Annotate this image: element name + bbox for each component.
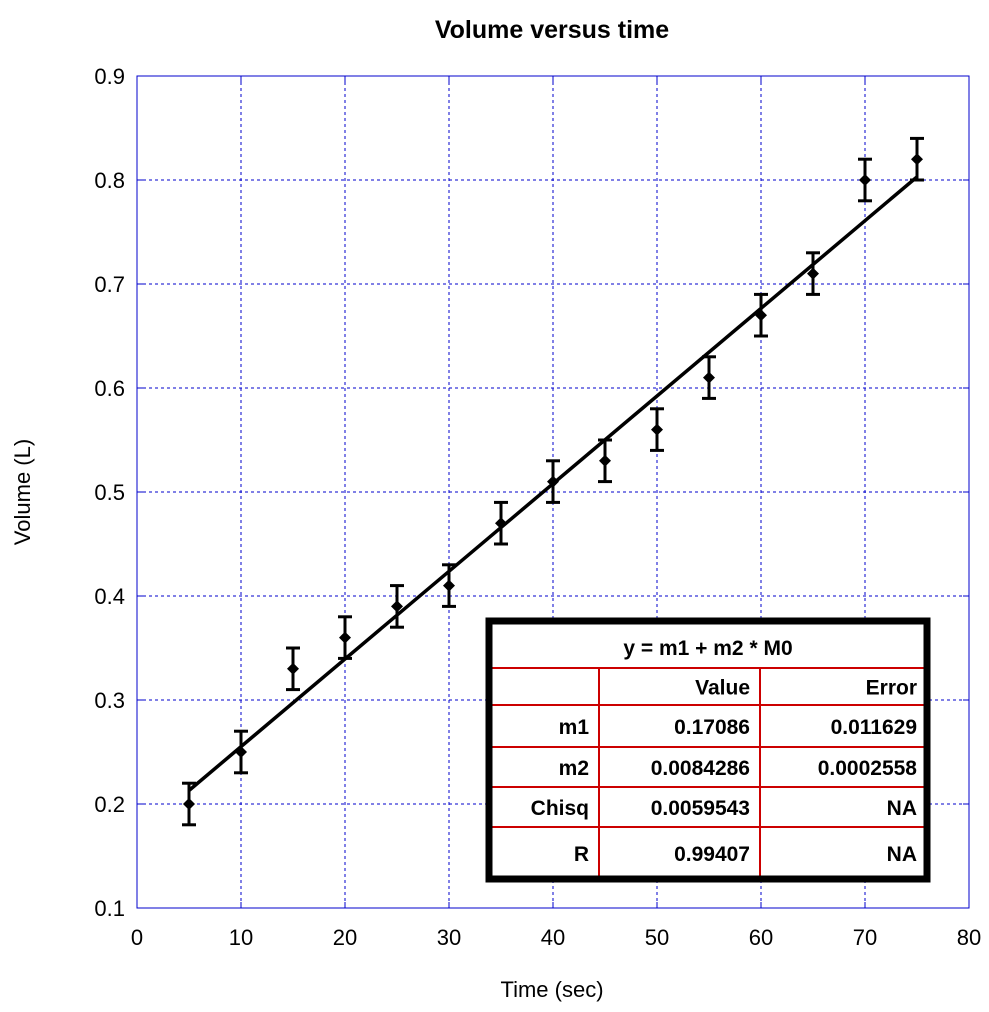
- table-cell: R: [574, 843, 589, 866]
- x-tick-label: 20: [333, 925, 357, 950]
- x-tick-label: 10: [229, 925, 253, 950]
- x-tick-label: 60: [749, 925, 773, 950]
- data-point: [183, 798, 195, 810]
- y-axis-label: Volume (L): [10, 439, 35, 545]
- table-cell: m1: [559, 716, 590, 739]
- x-axis-label: Time (sec): [500, 977, 603, 1002]
- x-tick-label: 70: [853, 925, 877, 950]
- table-cell: Chisq: [531, 797, 589, 820]
- data-point: [547, 475, 559, 488]
- y-tick-label: 0.6: [94, 376, 125, 401]
- data-points-layer: [182, 136, 924, 827]
- table-header-cell: Value: [695, 677, 750, 700]
- data-point: [651, 423, 663, 436]
- data-point: [235, 746, 247, 758]
- data-point: [807, 267, 819, 280]
- y-tick-label: 0.1: [94, 896, 125, 921]
- y-tick-label: 0.5: [94, 480, 125, 505]
- axis-ticks: 0 10 20 30 40 50 60 70 80 0.1 0.2 0.3 0.4 0.5 0.6 0.7 0.…: [94, 64, 981, 950]
- fit-table-equation: y = m1 + m2 * M0: [623, 637, 792, 660]
- data-point: [339, 631, 351, 644]
- y-tick-label: 0.3: [94, 688, 125, 713]
- table-cell: m2: [559, 757, 589, 780]
- fit-table-background: [489, 621, 927, 879]
- x-tick-label: 40: [541, 925, 565, 950]
- x-tick-label: 80: [957, 925, 981, 950]
- y-tick-label: 0.7: [94, 272, 125, 297]
- data-point: [287, 662, 299, 675]
- data-point: [495, 517, 507, 530]
- table-cell: 0.011629: [831, 716, 917, 739]
- y-tick-label: 0.4: [94, 584, 125, 609]
- table-cell: 0.0059543: [651, 797, 750, 820]
- data-point: [443, 579, 455, 592]
- table-cell: 0.17086: [674, 716, 750, 739]
- data-point: [755, 309, 767, 322]
- table-cell: NA: [887, 797, 917, 820]
- fit-table-cells: Value Error m1 0.17086 0.011629 m2 0.0084286 0.…: [531, 677, 918, 867]
- fit-table-rules: [489, 667, 927, 879]
- x-tick-label: 50: [645, 925, 669, 950]
- fit-table-border: [485, 617, 931, 883]
- table-cell: 0.99407: [674, 843, 750, 866]
- data-point: [911, 153, 923, 166]
- data-point: [703, 371, 715, 384]
- table-cell: 0.0084286: [651, 757, 750, 780]
- table-cell: 0.0002558: [818, 757, 918, 780]
- y-tick-label: 0.8: [94, 168, 125, 193]
- x-tick-label: 0: [131, 925, 143, 950]
- chart-title: Volume versus time: [435, 16, 669, 44]
- y-tick-label: 0.2: [94, 792, 125, 817]
- data-point: [599, 454, 611, 467]
- table-header-cell: Error: [866, 677, 917, 700]
- data-point: [859, 174, 871, 186]
- data-point: [391, 600, 403, 613]
- x-tick-label: 30: [437, 925, 461, 950]
- fit-results-table: y = m1 + m2 * M0 Value Error m1 0.17086 0.01…: [485, 617, 931, 883]
- y-tick-label: 0.9: [94, 64, 125, 89]
- table-cell: NA: [887, 843, 917, 866]
